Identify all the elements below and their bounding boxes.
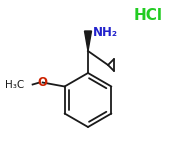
Text: HCl: HCl xyxy=(133,8,162,24)
Text: NH₂: NH₂ xyxy=(93,27,118,40)
Text: O: O xyxy=(38,76,48,89)
Polygon shape xyxy=(84,31,92,51)
Text: H₃C: H₃C xyxy=(5,80,25,91)
